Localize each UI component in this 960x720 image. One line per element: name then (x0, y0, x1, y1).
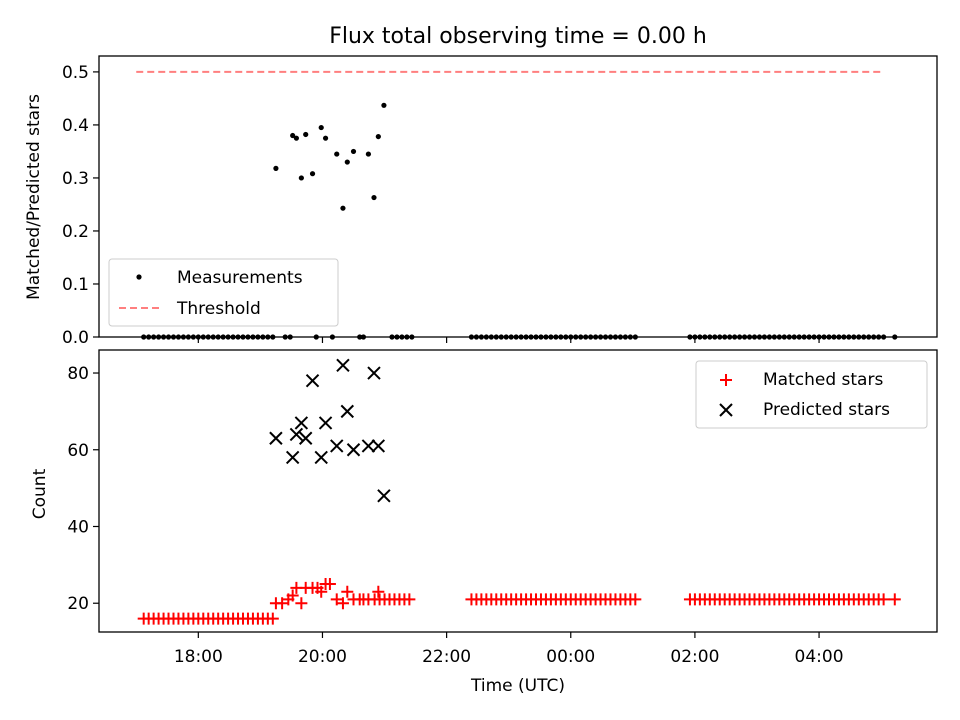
predicted-star-point (346, 443, 361, 457)
y-tick-label: 0.1 (62, 275, 89, 295)
predicted-star-point (340, 404, 355, 419)
predicted-star-point (289, 427, 304, 442)
y-tick-label: 0.2 (62, 222, 89, 242)
top-legend: Measurements Threshold (108, 258, 339, 327)
top-legend-box (108, 258, 339, 327)
measurement-point (344, 159, 350, 165)
top-plot-marks (136, 70, 898, 340)
predicted-star-point (318, 416, 333, 430)
chart-title: Flux total observing time = 0.00 h (329, 24, 707, 49)
y-tick-label: 0.3 (62, 169, 89, 189)
y-tick-label: 20 (67, 594, 89, 614)
predicted-star-point (305, 373, 320, 388)
predicted-star-point (269, 431, 283, 445)
measurement-point (322, 135, 329, 141)
matched-star-point (877, 593, 890, 606)
predicted-star-point (298, 431, 313, 445)
bottom-legend-box (695, 360, 928, 429)
matched-star-point (295, 597, 308, 610)
bottom-axes-frame (98, 349, 938, 633)
measurement-point (340, 205, 346, 211)
x-tick-label: 04:00 (795, 647, 844, 667)
predicted-star-point (367, 366, 381, 380)
measurement-point (290, 132, 296, 139)
legend-matched-label: Matched stars (763, 370, 883, 390)
measurement-point (309, 171, 316, 177)
measurement-point (350, 148, 357, 155)
measurement-point (293, 135, 299, 141)
measurement-point (303, 131, 309, 138)
top-x-tick-marks (197, 337, 820, 343)
legend-predicted-marker (719, 403, 733, 417)
bottom-plot-marks (137, 358, 901, 625)
x-tick-label: 18:00 (174, 647, 223, 667)
bottom-y-axis: 20 40 60 80 (67, 364, 99, 614)
measurement-point (334, 151, 340, 157)
matched-star-point (403, 593, 416, 606)
top-panel: 0.0 0.1 0.2 0.3 0.4 0.5 Matched/Predicted sta… (24, 55, 938, 348)
predicted-star-point (377, 489, 391, 503)
matched-star-point (266, 612, 279, 625)
measurement-point (371, 194, 377, 201)
y-tick-label: 60 (67, 441, 89, 461)
top-axes-frame (98, 55, 938, 338)
measurement-point (273, 165, 279, 171)
measurement-point (375, 133, 381, 140)
legend-measurements-label: Measurements (177, 268, 303, 288)
predicted-star-point (330, 439, 344, 453)
matched-star-point (372, 585, 385, 598)
top-y-axis: 0.0 0.1 0.2 0.3 0.4 0.5 (62, 63, 99, 348)
predicted-star-point (314, 450, 328, 465)
matched-star-point (286, 589, 299, 602)
matched-star-point (315, 585, 328, 598)
y-tick-label: 80 (67, 364, 89, 384)
legend-threshold-label: Threshold (176, 299, 261, 319)
legend-matched-marker (720, 374, 732, 386)
matched-star-point (336, 597, 349, 610)
bottom-x-axis: 18:00 20:00 22:00 00:00 02:00 04:00 (174, 632, 844, 667)
predicted-star-point (294, 416, 309, 430)
matched-star-point (323, 578, 336, 591)
x-tick-label: 20:00 (298, 647, 347, 667)
matched-star-point (276, 597, 289, 610)
x-tick-label: 22:00 (422, 647, 471, 667)
top-y-axis-label: Matched/Predicted stars (24, 94, 44, 300)
x-tick-label: 00:00 (546, 647, 595, 667)
y-tick-label: 0.5 (62, 63, 89, 83)
legend-predicted-label: Predicted stars (763, 400, 890, 420)
x-axis-label: Time (UTC) (470, 676, 565, 696)
measurement-point (381, 102, 387, 108)
predicted-star-point (336, 358, 350, 373)
legend-measurements-marker (136, 274, 142, 280)
matched-star-point (629, 593, 642, 606)
bottom-y-axis-label: Count (30, 468, 50, 519)
y-tick-label: 0.0 (62, 328, 89, 348)
matched-star-point (362, 593, 375, 606)
measurement-point (318, 124, 324, 131)
matched-star-point (330, 593, 343, 606)
y-tick-label: 0.4 (62, 116, 89, 136)
predicted-star-point (361, 439, 376, 453)
matched-star-point (888, 593, 901, 606)
bottom-legend: Matched stars Predicted stars (695, 360, 928, 429)
y-tick-label: 40 (67, 517, 89, 537)
predicted-star-point (371, 439, 386, 453)
measurement-point (298, 175, 304, 181)
predicted-star-point (285, 450, 300, 465)
x-tick-label: 02:00 (670, 647, 719, 667)
measurement-point (365, 151, 372, 157)
matched-star-point (341, 585, 354, 598)
